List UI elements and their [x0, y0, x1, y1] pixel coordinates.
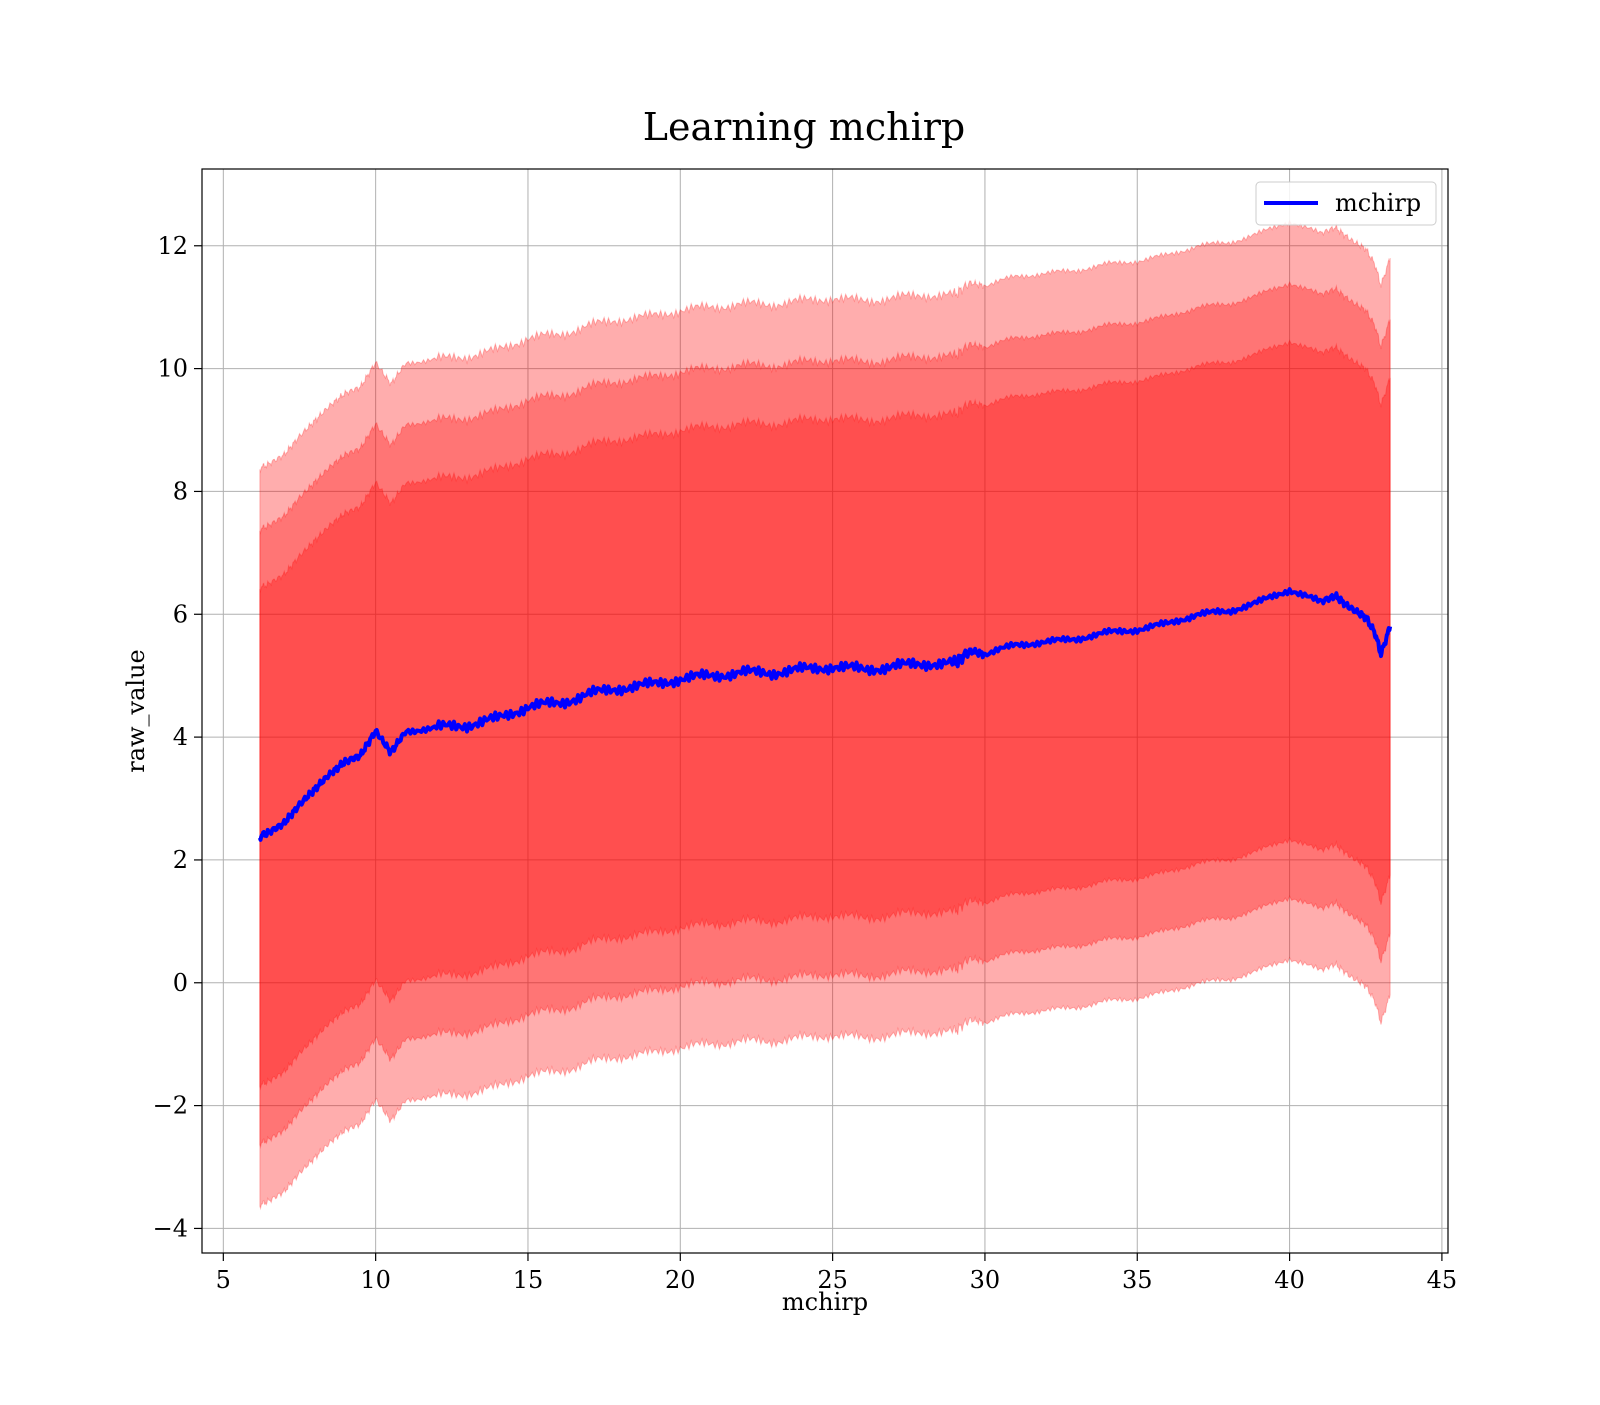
- y-tick-label: 8: [173, 477, 188, 505]
- x-tick-label: 45: [1427, 1266, 1458, 1294]
- y-tick-label: 0: [173, 969, 188, 997]
- chart-title: Learning mchirp: [643, 105, 965, 149]
- legend-label: mchirp: [1335, 189, 1421, 217]
- y-tick-label: −2: [153, 1092, 188, 1120]
- y-axis-label: raw_value: [122, 649, 150, 773]
- x-tick-label: 40: [1274, 1266, 1305, 1294]
- x-tick-label: 35: [1122, 1266, 1153, 1294]
- y-tick-label: 10: [157, 355, 188, 383]
- x-tick-label: 15: [513, 1266, 544, 1294]
- y-tick-label: 12: [157, 232, 188, 260]
- x-axis-label: mchirp: [782, 1288, 868, 1316]
- x-tick-label: 10: [360, 1266, 391, 1294]
- x-tick-label: 20: [665, 1266, 696, 1294]
- legend: mchirp: [1256, 182, 1436, 225]
- y-tick-label: 2: [173, 846, 188, 874]
- x-tick-label: 5: [216, 1266, 231, 1294]
- y-tick-label: 4: [173, 723, 188, 751]
- y-tick-label: −4: [153, 1214, 188, 1242]
- y-tick-label: 6: [173, 600, 188, 628]
- x-tick-label: 30: [970, 1266, 1001, 1294]
